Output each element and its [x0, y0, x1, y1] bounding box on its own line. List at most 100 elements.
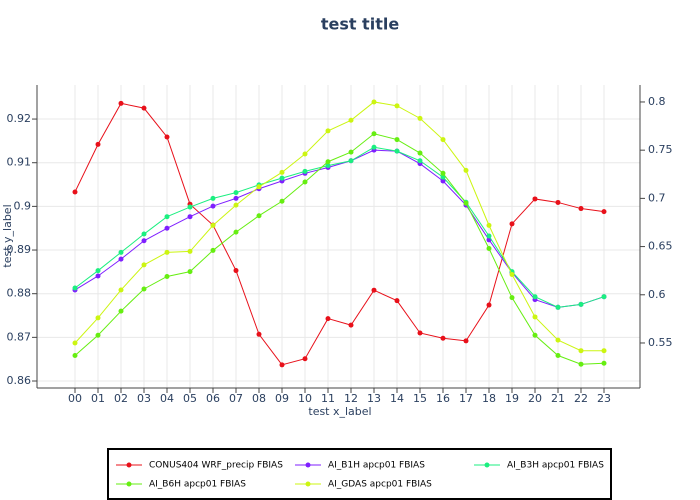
point: [325, 159, 331, 165]
point: [279, 362, 285, 368]
x-tick-label: 01: [91, 392, 105, 405]
point: [164, 225, 170, 231]
x-tick-label: 10: [298, 392, 312, 405]
point: [302, 356, 308, 362]
point: [578, 361, 584, 367]
point: [256, 213, 262, 219]
point: [302, 151, 308, 157]
series-line: [74, 102, 605, 366]
legend-label: CONUS404 WRF_precip FBIAS: [149, 461, 283, 471]
point: [95, 273, 101, 279]
point: [187, 248, 193, 254]
point: [394, 103, 400, 109]
point: [95, 141, 101, 147]
point: [555, 337, 561, 343]
point: [164, 134, 170, 140]
x-tick-label: 05: [183, 392, 197, 405]
point: [210, 195, 216, 201]
point: [371, 131, 377, 137]
point: [141, 105, 147, 111]
point: [141, 286, 147, 292]
point: [72, 285, 78, 291]
y2-tick-label: 0.75: [648, 143, 673, 156]
y-tick-label: 0.88: [7, 287, 32, 300]
point: [440, 335, 446, 341]
series-line: [74, 146, 605, 308]
x-tick-label: 16: [436, 392, 450, 405]
series-line: [74, 149, 605, 308]
x-tick-label: 21: [551, 392, 565, 405]
point: [141, 231, 147, 237]
point: [348, 117, 354, 123]
x-tick-label: 09: [275, 392, 289, 405]
point: [578, 348, 584, 354]
point: [509, 221, 515, 227]
point: [578, 206, 584, 212]
point: [256, 331, 262, 337]
point: [371, 287, 377, 293]
y-tick-label: 0.87: [7, 330, 32, 343]
x-tick-label: 19: [505, 392, 519, 405]
point: [394, 137, 400, 143]
point: [463, 338, 469, 344]
point: [325, 316, 331, 322]
point: [509, 295, 515, 301]
legend-label: AI_B1H apcp01 FBIAS: [328, 461, 425, 471]
legend-marker: [126, 462, 132, 468]
point: [187, 269, 193, 275]
point: [118, 100, 124, 106]
legend-label: AI_GDAS apcp01 FBIAS: [328, 480, 432, 490]
point: [164, 249, 170, 255]
point: [325, 163, 331, 169]
y2-tick-label: 0.8: [648, 95, 666, 108]
point: [532, 332, 538, 338]
point: [210, 203, 216, 209]
x-tick-label: 13: [367, 392, 381, 405]
point: [486, 246, 492, 252]
point: [440, 137, 446, 143]
chart-title: test title: [321, 15, 400, 34]
point: [72, 340, 78, 346]
x-tick-label: 07: [229, 392, 243, 405]
point: [210, 222, 216, 228]
point: [348, 149, 354, 155]
point: [141, 238, 147, 244]
x-tick-label: 04: [160, 392, 174, 405]
y-axis-label: test y_label: [1, 204, 14, 267]
x-tick-label: 15: [413, 392, 427, 405]
point: [187, 204, 193, 210]
point: [417, 158, 423, 164]
point: [601, 360, 607, 366]
x-tick-label: 18: [482, 392, 496, 405]
y2-tick-label: 0.7: [648, 191, 666, 204]
point: [555, 199, 561, 205]
point: [302, 168, 308, 174]
point: [371, 144, 377, 150]
point: [279, 198, 285, 204]
point: [118, 249, 124, 255]
point: [72, 353, 78, 359]
point: [417, 330, 423, 336]
series-line: [74, 101, 604, 352]
point: [233, 268, 239, 274]
point: [187, 214, 193, 220]
point: [555, 304, 561, 310]
point: [95, 268, 101, 274]
y2-tick-label: 0.6: [648, 288, 666, 301]
point: [233, 190, 239, 196]
point: [72, 189, 78, 195]
point: [509, 272, 515, 278]
point: [348, 158, 354, 164]
point: [256, 184, 262, 190]
point: [233, 229, 239, 235]
point: [486, 222, 492, 228]
x-tick-label: 17: [459, 392, 473, 405]
point: [440, 174, 446, 180]
x-tick-label: 06: [206, 392, 220, 405]
point: [555, 353, 561, 359]
x-tick-label: 08: [252, 392, 266, 405]
point: [532, 314, 538, 320]
legend-label: AI_B3H apcp01 FBIAS: [507, 461, 604, 471]
point: [279, 175, 285, 181]
